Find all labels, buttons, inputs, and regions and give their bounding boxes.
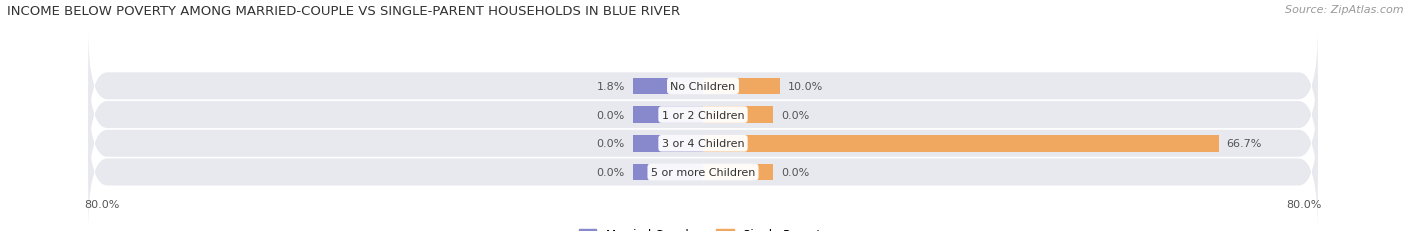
Text: 1 or 2 Children: 1 or 2 Children [662,110,744,120]
Text: 80.0%: 80.0% [84,199,120,209]
Text: 1.8%: 1.8% [596,82,624,91]
Legend: Married Couples, Single Parents: Married Couples, Single Parents [574,224,832,231]
Bar [633,78,703,95]
Bar [703,107,773,123]
FancyBboxPatch shape [89,28,1317,145]
Text: 0.0%: 0.0% [782,110,810,120]
Text: 0.0%: 0.0% [782,167,810,177]
FancyBboxPatch shape [89,57,1317,173]
Text: 80.0%: 80.0% [1286,199,1322,209]
Text: 0.0%: 0.0% [596,110,624,120]
Text: No Children: No Children [671,82,735,91]
Bar [703,164,773,181]
Bar [633,107,703,123]
Text: 5 or more Children: 5 or more Children [651,167,755,177]
Text: 10.0%: 10.0% [787,82,824,91]
Bar [633,164,703,181]
Text: INCOME BELOW POVERTY AMONG MARRIED-COUPLE VS SINGLE-PARENT HOUSEHOLDS IN BLUE RI: INCOME BELOW POVERTY AMONG MARRIED-COUPL… [7,5,681,18]
Text: 3 or 4 Children: 3 or 4 Children [662,139,744,149]
Text: 66.7%: 66.7% [1226,139,1263,149]
Text: 0.0%: 0.0% [596,139,624,149]
Text: 0.0%: 0.0% [596,167,624,177]
Bar [703,135,1219,152]
FancyBboxPatch shape [89,114,1317,230]
Bar [703,78,780,95]
FancyBboxPatch shape [89,86,1317,202]
Bar [633,135,703,152]
Text: Source: ZipAtlas.com: Source: ZipAtlas.com [1285,5,1403,15]
